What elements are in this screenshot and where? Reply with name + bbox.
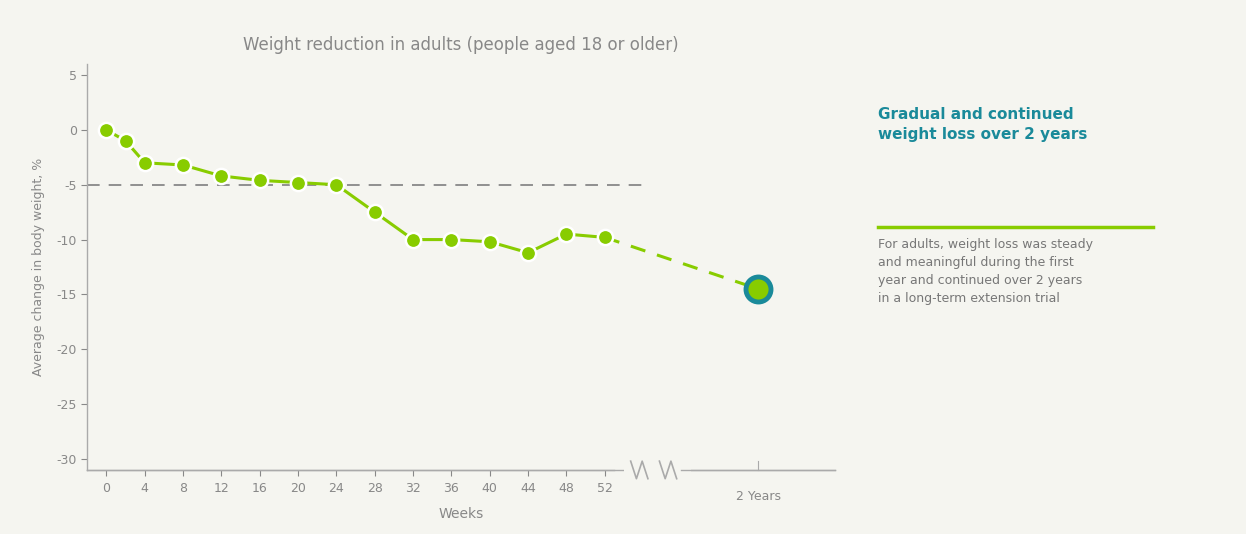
Title: Weight reduction in adults (people aged 18 or older): Weight reduction in adults (people aged … [243,36,679,54]
Y-axis label: Average change in body weight, %: Average change in body weight, % [32,158,45,376]
X-axis label: Weeks: Weeks [439,507,483,521]
Text: For adults, weight loss was steady
and meaningful during the first
year and cont: For adults, weight loss was steady and m… [878,238,1094,304]
Text: 2 Years: 2 Years [735,490,781,502]
Bar [624,465,692,475]
Text: Gradual and continued
weight loss over 2 years: Gradual and continued weight loss over 2… [878,107,1088,142]
